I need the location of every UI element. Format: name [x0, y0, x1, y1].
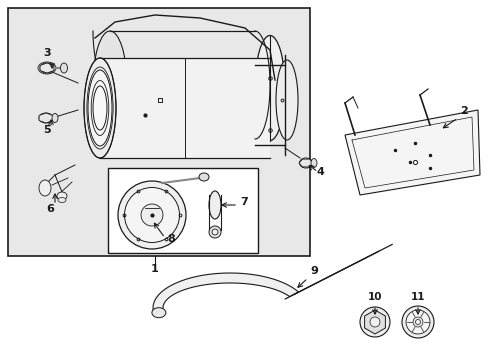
Text: 7: 7 [240, 197, 247, 207]
Polygon shape [364, 310, 385, 334]
Ellipse shape [40, 63, 54, 73]
Ellipse shape [93, 86, 107, 130]
Bar [100, 58, 269, 158]
Ellipse shape [52, 113, 58, 122]
Ellipse shape [39, 180, 51, 196]
Ellipse shape [93, 31, 127, 139]
Ellipse shape [212, 229, 218, 235]
Ellipse shape [208, 191, 221, 219]
Text: 5: 5 [43, 125, 51, 135]
Text: 8: 8 [167, 234, 174, 244]
Ellipse shape [412, 317, 422, 327]
Ellipse shape [199, 173, 208, 181]
Bar [8, 8, 309, 256]
Ellipse shape [152, 308, 165, 318]
Polygon shape [39, 113, 53, 123]
Text: 9: 9 [309, 266, 317, 276]
Polygon shape [40, 63, 54, 73]
Text: 2: 2 [459, 106, 467, 116]
Ellipse shape [88, 70, 112, 146]
Ellipse shape [124, 188, 179, 243]
Ellipse shape [208, 226, 221, 238]
Text: 10: 10 [367, 292, 382, 302]
Ellipse shape [141, 204, 163, 226]
Text: 4: 4 [315, 167, 323, 177]
Ellipse shape [57, 192, 67, 200]
Bar [108, 168, 258, 253]
Ellipse shape [118, 181, 185, 249]
Text: 3: 3 [43, 48, 51, 58]
Ellipse shape [415, 320, 420, 324]
Text: 11: 11 [410, 292, 425, 302]
Ellipse shape [310, 158, 316, 167]
Ellipse shape [58, 198, 66, 202]
Polygon shape [298, 159, 312, 167]
Ellipse shape [401, 306, 433, 338]
Text: 6: 6 [46, 204, 54, 214]
Ellipse shape [275, 60, 297, 140]
Polygon shape [345, 110, 479, 195]
Ellipse shape [299, 158, 312, 168]
Ellipse shape [39, 113, 53, 123]
Ellipse shape [254, 36, 285, 140]
Ellipse shape [369, 317, 379, 327]
Ellipse shape [359, 307, 389, 337]
Ellipse shape [61, 63, 67, 73]
Polygon shape [153, 273, 298, 314]
Text: 1: 1 [151, 264, 159, 274]
Ellipse shape [84, 58, 116, 158]
Ellipse shape [405, 310, 429, 334]
